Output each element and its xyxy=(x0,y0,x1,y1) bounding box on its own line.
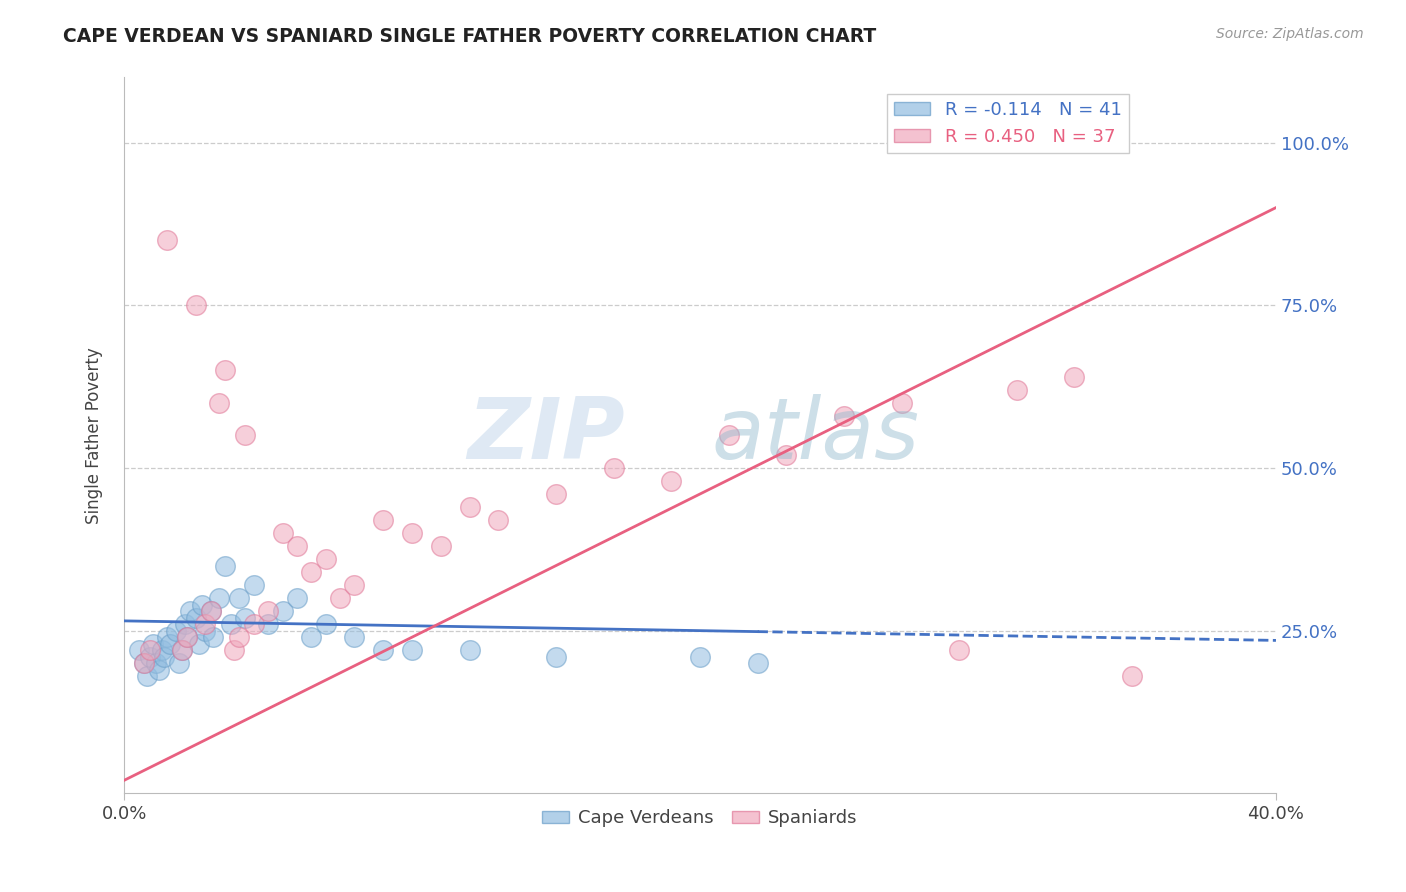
Point xyxy=(458,643,481,657)
Point xyxy=(1063,369,1085,384)
Point xyxy=(458,500,481,514)
Point xyxy=(128,643,150,657)
Point xyxy=(717,428,740,442)
Point xyxy=(148,663,170,677)
Point xyxy=(329,591,352,606)
Point xyxy=(150,643,173,657)
Point xyxy=(299,630,322,644)
Point xyxy=(145,656,167,670)
Point xyxy=(153,649,176,664)
Text: CAPE VERDEAN VS SPANIARD SINGLE FATHER POVERTY CORRELATION CHART: CAPE VERDEAN VS SPANIARD SINGLE FATHER P… xyxy=(63,27,876,45)
Legend: Cape Verdeans, Spaniards: Cape Verdeans, Spaniards xyxy=(536,802,865,834)
Point xyxy=(139,643,162,657)
Y-axis label: Single Father Poverty: Single Father Poverty xyxy=(86,347,103,524)
Point xyxy=(890,396,912,410)
Point xyxy=(775,448,797,462)
Point xyxy=(214,558,236,573)
Point xyxy=(167,656,190,670)
Point xyxy=(219,617,242,632)
Point xyxy=(228,630,250,644)
Point xyxy=(948,643,970,657)
Point xyxy=(1121,669,1143,683)
Point xyxy=(299,565,322,579)
Point xyxy=(139,649,162,664)
Point xyxy=(228,591,250,606)
Point xyxy=(170,643,193,657)
Point xyxy=(208,591,231,606)
Point xyxy=(165,624,187,638)
Point xyxy=(136,669,159,683)
Point xyxy=(156,630,179,644)
Point xyxy=(194,624,217,638)
Point xyxy=(257,617,280,632)
Point xyxy=(271,526,294,541)
Point xyxy=(159,637,181,651)
Point xyxy=(373,643,395,657)
Point xyxy=(315,617,337,632)
Point xyxy=(233,428,256,442)
Point xyxy=(233,610,256,624)
Text: ZIP: ZIP xyxy=(468,394,626,477)
Point xyxy=(315,552,337,566)
Point xyxy=(1005,383,1028,397)
Point xyxy=(184,610,207,624)
Point xyxy=(134,656,156,670)
Point xyxy=(689,649,711,664)
Point xyxy=(191,598,214,612)
Point xyxy=(188,637,211,651)
Point xyxy=(142,637,165,651)
Point xyxy=(179,604,201,618)
Point xyxy=(200,604,222,618)
Point xyxy=(173,617,195,632)
Point xyxy=(257,604,280,618)
Point xyxy=(488,513,510,527)
Point xyxy=(401,526,423,541)
Point xyxy=(544,649,567,664)
Point xyxy=(176,630,198,644)
Point xyxy=(343,630,366,644)
Point xyxy=(242,617,264,632)
Point xyxy=(184,298,207,312)
Point xyxy=(242,578,264,592)
Point xyxy=(222,643,245,657)
Point xyxy=(214,363,236,377)
Text: Source: ZipAtlas.com: Source: ZipAtlas.com xyxy=(1216,27,1364,41)
Point xyxy=(602,461,624,475)
Point xyxy=(285,539,308,553)
Point xyxy=(285,591,308,606)
Point xyxy=(200,604,222,618)
Point xyxy=(373,513,395,527)
Point xyxy=(170,643,193,657)
Text: atlas: atlas xyxy=(711,394,920,477)
Point xyxy=(176,630,198,644)
Point xyxy=(134,656,156,670)
Point xyxy=(659,474,682,488)
Point xyxy=(194,617,217,632)
Point xyxy=(208,396,231,410)
Point xyxy=(343,578,366,592)
Point xyxy=(430,539,453,553)
Point xyxy=(202,630,225,644)
Point xyxy=(747,656,769,670)
Point xyxy=(156,233,179,247)
Point xyxy=(832,409,855,423)
Point xyxy=(544,487,567,501)
Point xyxy=(271,604,294,618)
Point xyxy=(401,643,423,657)
